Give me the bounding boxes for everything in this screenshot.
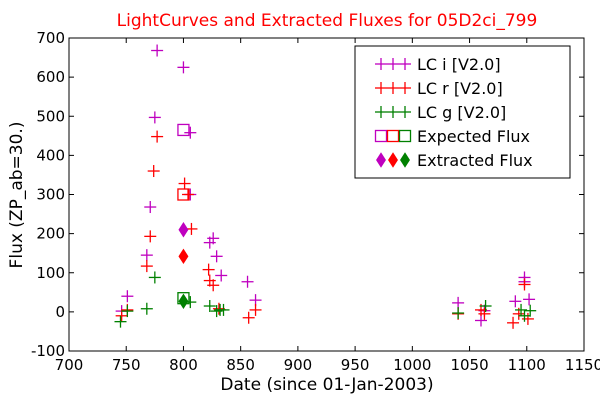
x-tick-label: 800 [169, 356, 198, 374]
legend-marker [399, 58, 411, 70]
legend-entry: Extracted Flux [376, 151, 533, 170]
x-tick-label: 900 [284, 356, 313, 374]
legend-label: Expected Flux [417, 127, 530, 146]
y-tick-label: 200 [36, 225, 65, 243]
lc-i-v2-0-point [210, 250, 223, 263]
legend-label: Extracted Flux [417, 151, 533, 170]
x-tick-label: 950 [341, 356, 370, 374]
lc-i-v2-0-point [140, 249, 153, 262]
lc-r-v2-0-point [182, 188, 195, 201]
chart-title: LightCurves and Extracted Fluxes for 05D… [117, 11, 538, 31]
lc-g-v2-0-point [524, 304, 537, 317]
x-axis: 700 750 800 850 900 950 1000 1050 1100 1150 [55, 38, 600, 374]
legend-marker [399, 82, 411, 94]
legend-label: LC g [V2.0] [417, 103, 506, 122]
lc-g-v2-0-point [140, 302, 153, 315]
legend-marker [398, 129, 412, 143]
legend-marker [374, 129, 388, 143]
legend-marker [387, 82, 399, 94]
lc-i-v2-0-point [184, 126, 197, 139]
legend-entry: LC i [V2.0] [375, 55, 501, 74]
lc-i-v2-0-point [509, 295, 522, 308]
lc-g-v2-0-point [452, 307, 465, 320]
lc-g-v2-0-point [114, 315, 127, 328]
y-tick-label: 300 [36, 186, 65, 204]
lc-i-v2-0-point [148, 111, 161, 124]
lc-i-v2-0-point [151, 44, 164, 57]
extracted-flux-point [178, 221, 189, 238]
legend-marker [375, 106, 387, 118]
x-tick-label: 1100 [508, 356, 546, 374]
y-axis-label: Flux (ZP_ab=30.) [7, 122, 27, 269]
x-tick-label: 850 [226, 356, 255, 374]
legend-marker [376, 152, 386, 168]
expected-flux-point [177, 123, 190, 137]
legend-label: LC r [V2.0] [417, 79, 503, 98]
lc-g-v2-0-point [217, 303, 230, 316]
lc-r-v2-0-point [207, 279, 220, 292]
lc-r-v2-0-point [144, 230, 157, 243]
data-markers [114, 44, 537, 329]
lc-i-v2-0-point [241, 275, 254, 288]
lc-r-v2-0-point [478, 307, 491, 320]
lc-r-v2-0-point [518, 278, 531, 291]
legend-marker [399, 106, 411, 118]
expected-flux-point [177, 188, 190, 201]
legend-marker [387, 106, 399, 118]
lc-g-v2-0-point [121, 305, 134, 318]
legend-entry: LC g [V2.0] [375, 103, 506, 122]
y-tick-label: 400 [36, 146, 65, 164]
lc-r-v2-0-point [249, 303, 262, 316]
legend-marker [400, 152, 410, 168]
x-tick-label: 1000 [393, 356, 431, 374]
legend-marker [375, 82, 387, 94]
lc-i-v2-0-point [121, 290, 134, 303]
legend-marker [386, 129, 400, 143]
lc-i-v2-0-point [177, 61, 190, 74]
lc-r-v2-0-point [115, 309, 128, 322]
lc-r-v2-0-point [140, 260, 153, 273]
x-tick-label: 1050 [450, 356, 488, 374]
lc-r-v2-0-point [202, 263, 215, 276]
legend: LC i [V2.0] LC r [V2.0] LC g [V2.0] Expecte… [354, 45, 571, 179]
lc-g-v2-0-point [479, 300, 492, 313]
lc-g-v2-0-point [148, 271, 161, 284]
lc-r-v2-0-point [521, 312, 534, 325]
legend-marker [388, 152, 398, 168]
y-axis: -100 0 100 200 300 400 500 600 700 [31, 29, 584, 360]
y-tick-label: 700 [36, 29, 65, 47]
lc-r-v2-0-point [147, 165, 160, 178]
y-tick-label: -100 [31, 342, 65, 360]
lc-g-v2-0-point [203, 300, 216, 313]
lc-r-v2-0-point [151, 130, 164, 143]
x-tick-label: 700 [55, 356, 84, 374]
extracted-flux-point [178, 248, 189, 265]
x-tick-label: 750 [112, 356, 141, 374]
lc-i-v2-0-point [523, 293, 536, 306]
extracted-flux-point [178, 293, 189, 310]
lc-g-v2-0-point [518, 309, 531, 322]
lc-r-v2-0-point [507, 316, 520, 329]
y-tick-label: 100 [36, 264, 65, 282]
lc-r-v2-0-point [178, 177, 191, 190]
y-tick-label: 600 [36, 68, 65, 86]
lc-i-v2-0-point [475, 314, 487, 327]
legend-entry: Expected Flux [374, 127, 530, 146]
lc-i-v2-0-point [215, 269, 228, 282]
lc-i-v2-0-point [207, 232, 220, 245]
legend-entry: LC r [V2.0] [375, 79, 503, 98]
legend-label: LC i [V2.0] [417, 55, 501, 74]
lc-i-v2-0-point [144, 201, 157, 214]
lc-i-v2-0-point [452, 296, 465, 309]
y-tick-label: 500 [36, 107, 65, 125]
x-axis-label: Date (since 01-Jan-2003) [220, 375, 433, 395]
legend-marker [387, 58, 399, 70]
x-tick-label: 1150 [565, 356, 600, 374]
y-tick-label: 0 [55, 303, 65, 321]
lc-g-v2-0-point [210, 305, 223, 318]
lc-r-v2-0-point [242, 311, 255, 324]
legend-marker [375, 58, 387, 70]
